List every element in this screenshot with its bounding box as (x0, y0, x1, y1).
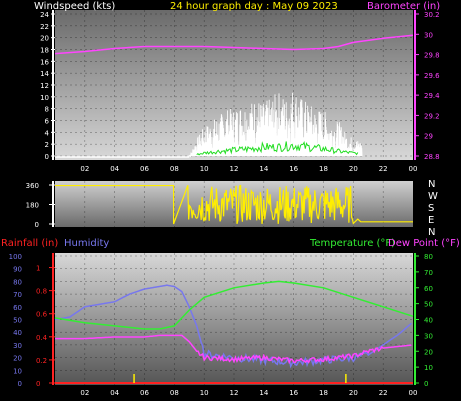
axis-label-humidity: Humidity (64, 238, 109, 249)
hour-label: 06 (140, 389, 149, 397)
hour-label: 02 (80, 389, 89, 397)
rain-tick-label: 1 (36, 265, 40, 273)
hour-label: 12 (230, 389, 239, 397)
humidity-tick-label: 90 (13, 266, 22, 274)
temp-tick-label: 20 (424, 348, 433, 356)
hour-label: 08 (170, 165, 179, 173)
hour-label: 00 (409, 389, 418, 397)
rain-tick-label: 0.8 (36, 288, 47, 296)
humidity-tick-label: 40 (13, 329, 22, 337)
hour-label: 04 (110, 165, 119, 173)
direction-tick-label: 360 (26, 182, 39, 190)
rain-tick-label: 0 (36, 380, 40, 388)
wind-tick-label: 4 (45, 129, 50, 137)
temp-tick-label: 60 (424, 285, 433, 293)
wind-tick-label: 8 (45, 106, 49, 114)
wind-direction-line (55, 184, 413, 225)
hour-label: 10 (200, 165, 209, 173)
hour-label: 20 (349, 389, 358, 397)
compass-label: W (428, 191, 438, 202)
wind-tick-label: 2 (45, 141, 49, 149)
left-axis-label-windspeed: Windspeed (kts) (34, 1, 115, 12)
humidity-tick-label: 70 (13, 291, 22, 299)
wind-tick-label: 18 (40, 47, 49, 55)
baro-tick-label: 29.8 (424, 52, 440, 60)
dew-point-line (55, 334, 412, 365)
humidity-tick-label: 50 (13, 317, 22, 325)
rain-tick-label: 0.6 (36, 311, 48, 319)
humidity-tick-label: 10 (13, 367, 22, 375)
wind-tick-label: 24 (40, 11, 49, 19)
humidity-tick-label: 0 (18, 380, 22, 388)
baro-tick-label: 29.6 (424, 72, 440, 80)
hour-label: 12 (230, 165, 239, 173)
hour-label: 08 (170, 389, 179, 397)
wind-tick-label: 10 (40, 94, 49, 102)
hour-label: 04 (110, 389, 119, 397)
temperature-line (54, 280, 414, 330)
humidity-tick-label: 60 (13, 304, 22, 312)
right-axis-label-barometer: Barometer (in) (367, 1, 440, 12)
gust-line (196, 140, 359, 156)
rain-tick-label: 0.4 (36, 334, 48, 342)
humidity-tick-label: 100 (9, 253, 22, 261)
wind-tick-label: 12 (40, 82, 49, 90)
baro-tick-label: 29.2 (424, 112, 440, 120)
humidity-tick-label: 20 (13, 355, 22, 363)
axis-label-rainfall: Rainfall (in) (1, 238, 58, 249)
direction-tick-label: 0 (35, 221, 39, 229)
hour-label: 14 (259, 389, 268, 397)
compass-label: S (428, 203, 434, 214)
direction-tick-label: 180 (26, 202, 39, 210)
hour-label: 16 (289, 165, 298, 173)
hour-label: 14 (259, 165, 268, 173)
humidity-tick-label: 80 (13, 278, 22, 286)
panel-2-background (55, 181, 413, 227)
wind-tick-label: 22 (40, 23, 49, 31)
hour-label: 02 (80, 165, 89, 173)
temp-tick-label: 0 (424, 380, 428, 388)
compass-label: N (428, 227, 435, 238)
baro-tick-label: 28.8 (424, 153, 440, 161)
temp-tick-label: 70 (424, 269, 433, 277)
humidity-tick-label: 30 (13, 342, 22, 350)
hour-label: 18 (319, 165, 328, 173)
compass-label: E (428, 215, 434, 226)
wind-tick-label: 6 (45, 118, 50, 126)
baro-tick-label: 29.4 (424, 92, 440, 100)
rain-tick-label: 0.2 (36, 357, 47, 365)
wind-tick-label: 20 (40, 35, 49, 43)
windspeed-line (187, 92, 363, 158)
hour-label: 22 (379, 389, 388, 397)
axis-label-temperature: Temperature (°F) (309, 238, 395, 249)
baro-tick-label: 29 (424, 133, 433, 141)
baro-tick-label: 30 (424, 31, 433, 39)
temp-tick-label: 30 (424, 332, 433, 340)
axis-label-dew-point: Dew Point (°F) (388, 238, 460, 249)
hour-label: 18 (319, 389, 328, 397)
wind-tick-label: 14 (40, 70, 49, 78)
compass-label: N (428, 179, 435, 190)
hour-label: 10 (200, 389, 209, 397)
hour-label: 22 (379, 165, 388, 173)
wind-tick-label: 0 (45, 153, 49, 161)
baro-tick-label: 30.2 (424, 11, 440, 19)
temp-tick-label: 40 (424, 317, 433, 325)
temp-tick-label: 10 (424, 364, 433, 372)
graph-title: 24 hour graph day : May 09 2023 (170, 1, 338, 12)
hour-label: 16 (289, 389, 298, 397)
temp-tick-label: 50 (424, 301, 433, 309)
temp-tick-label: 80 (424, 253, 433, 261)
barometer-line (54, 34, 414, 55)
wind-tick-label: 16 (40, 58, 49, 66)
hour-label: 06 (140, 165, 149, 173)
hour-label: 00 (409, 165, 418, 173)
hour-label: 20 (349, 165, 358, 173)
